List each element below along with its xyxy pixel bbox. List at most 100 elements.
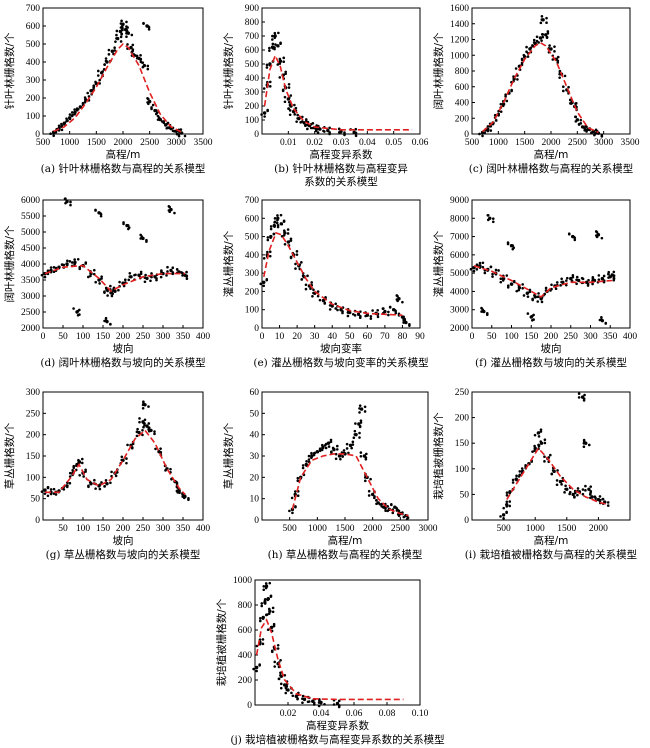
data-point bbox=[556, 61, 560, 64]
x-tick-label: 0.03 bbox=[333, 138, 350, 148]
data-point bbox=[369, 317, 373, 320]
data-point bbox=[518, 470, 522, 473]
x-tick-label: 0.06 bbox=[346, 709, 363, 719]
data-point bbox=[54, 493, 58, 496]
data-point bbox=[531, 44, 535, 48]
data-point bbox=[551, 469, 555, 472]
data-point bbox=[96, 74, 100, 77]
data-point bbox=[52, 266, 56, 269]
data-point bbox=[388, 305, 392, 309]
x-tick-label: 3000 bbox=[419, 524, 438, 534]
y-tick-label: 2500 bbox=[21, 308, 40, 318]
data-point bbox=[537, 435, 541, 438]
y-tick-label: 50 bbox=[250, 409, 260, 419]
data-point bbox=[359, 455, 363, 458]
x-tick-label: 150 bbox=[96, 332, 111, 342]
data-point bbox=[358, 411, 361, 414]
data-point bbox=[530, 318, 534, 322]
data-point bbox=[302, 121, 306, 125]
y-tick-label: 4500 bbox=[21, 244, 40, 254]
data-point bbox=[46, 486, 50, 490]
chart-panel-2: 500 1000 1500 2000 2500 3000 3500 0 200 400 600 800… bbox=[432, 4, 640, 175]
data-point bbox=[142, 21, 145, 25]
data-point bbox=[491, 220, 495, 224]
chart-panel-6: 50 100 150 200 250 300 350 400 0 50 100 150 200 250 30… bbox=[3, 388, 210, 561]
data-point bbox=[288, 103, 292, 107]
data-point bbox=[576, 487, 580, 490]
data-point bbox=[516, 78, 519, 81]
data-point bbox=[92, 84, 96, 87]
data-point bbox=[268, 250, 272, 254]
data-point bbox=[346, 314, 350, 318]
data-point bbox=[103, 485, 106, 488]
data-point bbox=[546, 30, 550, 33]
data-point bbox=[526, 312, 530, 315]
chart-panel-1: 0.01 0.02 0.03 0.04 0.05 0.06 0 100 200 300 400 500… bbox=[222, 4, 429, 188]
data-point bbox=[486, 129, 490, 133]
data-point bbox=[268, 46, 271, 50]
data-point bbox=[486, 125, 490, 128]
data-point bbox=[394, 311, 398, 315]
data-point bbox=[359, 451, 363, 454]
data-point bbox=[367, 489, 371, 493]
data-point bbox=[81, 101, 85, 105]
data-point bbox=[586, 284, 590, 287]
data-point bbox=[532, 41, 536, 44]
data-point bbox=[175, 268, 179, 271]
data-point bbox=[591, 282, 594, 286]
data-point bbox=[150, 272, 153, 275]
data-point bbox=[262, 257, 266, 260]
data-point bbox=[134, 273, 137, 277]
x-axis-label: 坡向 bbox=[541, 342, 562, 355]
data-point bbox=[531, 297, 534, 301]
data-point bbox=[147, 26, 151, 29]
data-point bbox=[402, 315, 405, 319]
data-point bbox=[310, 281, 314, 284]
data-point bbox=[126, 443, 129, 447]
fit-curve bbox=[481, 41, 599, 134]
data-point bbox=[369, 314, 373, 318]
data-point bbox=[291, 511, 294, 515]
data-point bbox=[164, 469, 167, 472]
data-point bbox=[387, 310, 390, 314]
data-point bbox=[491, 275, 494, 278]
data-point bbox=[260, 604, 264, 608]
data-point bbox=[358, 431, 361, 435]
data-point bbox=[171, 271, 175, 274]
data-point bbox=[285, 685, 289, 688]
data-point bbox=[73, 112, 76, 116]
data-point bbox=[301, 466, 305, 470]
data-point bbox=[600, 236, 604, 240]
data-point bbox=[73, 262, 76, 266]
data-point bbox=[543, 455, 546, 458]
data-point bbox=[593, 130, 596, 133]
data-point bbox=[103, 319, 106, 323]
data-point bbox=[109, 322, 112, 326]
data-point bbox=[568, 98, 572, 102]
data-point bbox=[540, 33, 544, 36]
data-point bbox=[318, 447, 322, 451]
data-point bbox=[335, 444, 339, 448]
data-point bbox=[537, 443, 541, 447]
data-point bbox=[301, 697, 304, 701]
data-point bbox=[153, 432, 156, 436]
data-point bbox=[284, 70, 287, 74]
data-point bbox=[373, 495, 376, 498]
data-point bbox=[117, 288, 120, 292]
data-point bbox=[528, 288, 532, 292]
x-tick-label: 2500 bbox=[140, 138, 159, 148]
data-point bbox=[77, 458, 80, 462]
x-tick-label: 350 bbox=[603, 332, 618, 342]
x-tick-label: 10 bbox=[275, 332, 285, 342]
chart-panel-7: 500 1000 1500 2000 2500 3000 0 10 20 30 40 50 60 高程/m… bbox=[222, 388, 438, 561]
y-axis-label: 草丛栅格数/个 bbox=[3, 422, 16, 489]
data-point bbox=[165, 274, 168, 277]
data-point bbox=[382, 307, 385, 310]
y-tick-label: 1400 bbox=[450, 20, 469, 30]
data-point bbox=[359, 419, 363, 422]
data-point bbox=[326, 128, 330, 133]
data-point bbox=[135, 430, 139, 434]
data-point bbox=[526, 291, 530, 295]
y-tick-label: 400 bbox=[238, 651, 253, 661]
data-point bbox=[287, 107, 290, 110]
